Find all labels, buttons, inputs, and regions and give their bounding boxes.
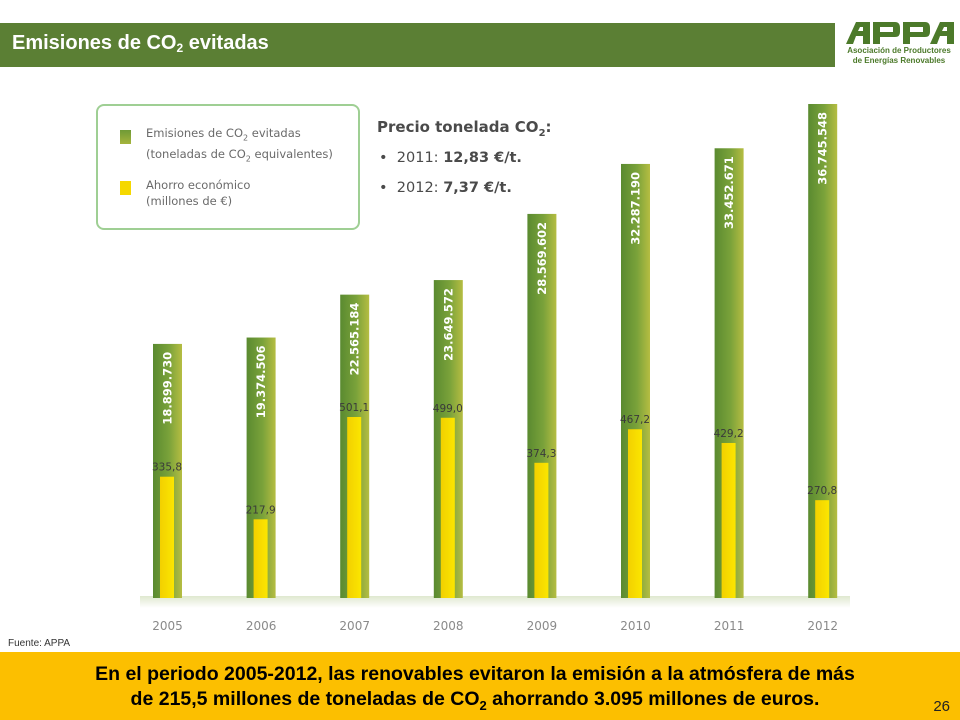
savings-bar-2009: [534, 462, 549, 598]
year-label-2007: 2007: [339, 619, 370, 633]
savings-label-2009: 374,3: [526, 448, 556, 460]
savings-bar-2012: [815, 500, 830, 598]
chart-legend: Emisiones de CO2 evitadas (toneladas de …: [96, 104, 360, 230]
savings-bar-2008: [440, 417, 455, 598]
savings-label-2006: 217,9: [246, 504, 276, 516]
emissions-label-2009: 28.569.602: [535, 222, 549, 295]
savings-label-2007: 501,1: [339, 402, 369, 414]
savings-bar-2010: [628, 429, 642, 598]
savings-label-2011: 429,2: [714, 428, 744, 440]
savings-bar-2011: [721, 442, 736, 598]
emissions-label-2012: 36.745.548: [816, 112, 830, 185]
savings-label-2008: 499,0: [433, 403, 463, 415]
appa-logo-mark: [846, 22, 954, 44]
header-bar: Emisiones de CO2 evitadas: [0, 23, 835, 67]
emissions-label-2007: 22.565.184: [348, 303, 362, 376]
price-title: Precio tonelada CO2:: [377, 118, 552, 139]
savings-bar-2005: [160, 476, 174, 598]
legend-label-emissions: Emisiones de CO2 evitadas (toneladas de …: [146, 126, 333, 164]
year-label-2010: 2010: [620, 619, 651, 633]
emissions-label-2011: 33.452.671: [722, 156, 736, 229]
price-item-2012: • 2012: 7,37 €/t.: [379, 180, 512, 196]
price-item-2011: • 2011: 12,83 €/t.: [379, 150, 522, 166]
page-title: Emisiones de CO2 evitadas: [12, 32, 269, 55]
savings-label-2005: 335,8: [152, 462, 182, 474]
year-label-2008: 2008: [433, 619, 464, 633]
summary-bar: En el periodo 2005-2012, las renovables …: [0, 652, 960, 720]
year-label-2005: 2005: [152, 619, 183, 633]
emissions-label-2010: 32.287.190: [629, 172, 643, 245]
legend-label-savings: Ahorro económico (millones de €): [146, 178, 251, 208]
source-note: Fuente: APPA: [8, 638, 71, 649]
year-label-2012: 2012: [807, 619, 838, 633]
year-label-2006: 2006: [246, 619, 277, 633]
summary-text: En el periodo 2005-2012, las renovables …: [95, 663, 855, 713]
appa-logo: Asociación de Productores de Energías Ren…: [840, 18, 958, 70]
savings-bar-2007: [347, 417, 362, 598]
chart-floor: [140, 596, 850, 608]
legend-swatch-emissions: [120, 130, 131, 144]
legend-swatch-savings: [120, 181, 131, 195]
logo-org-name: Asociación de Productores de Energías Ren…: [847, 46, 951, 65]
emissions-label-2006: 19.374.506: [254, 346, 268, 419]
year-label-2009: 2009: [527, 619, 558, 633]
savings-label-2012: 270,8: [807, 485, 837, 497]
savings-label-2010: 467,2: [620, 414, 650, 426]
page-number: 26: [933, 698, 950, 715]
emissions-label-2008: 23.649.572: [441, 288, 455, 361]
year-label-2011: 2011: [714, 619, 745, 633]
emissions-label-2005: 18.899.730: [161, 352, 175, 425]
savings-bar-2006: [253, 519, 268, 598]
